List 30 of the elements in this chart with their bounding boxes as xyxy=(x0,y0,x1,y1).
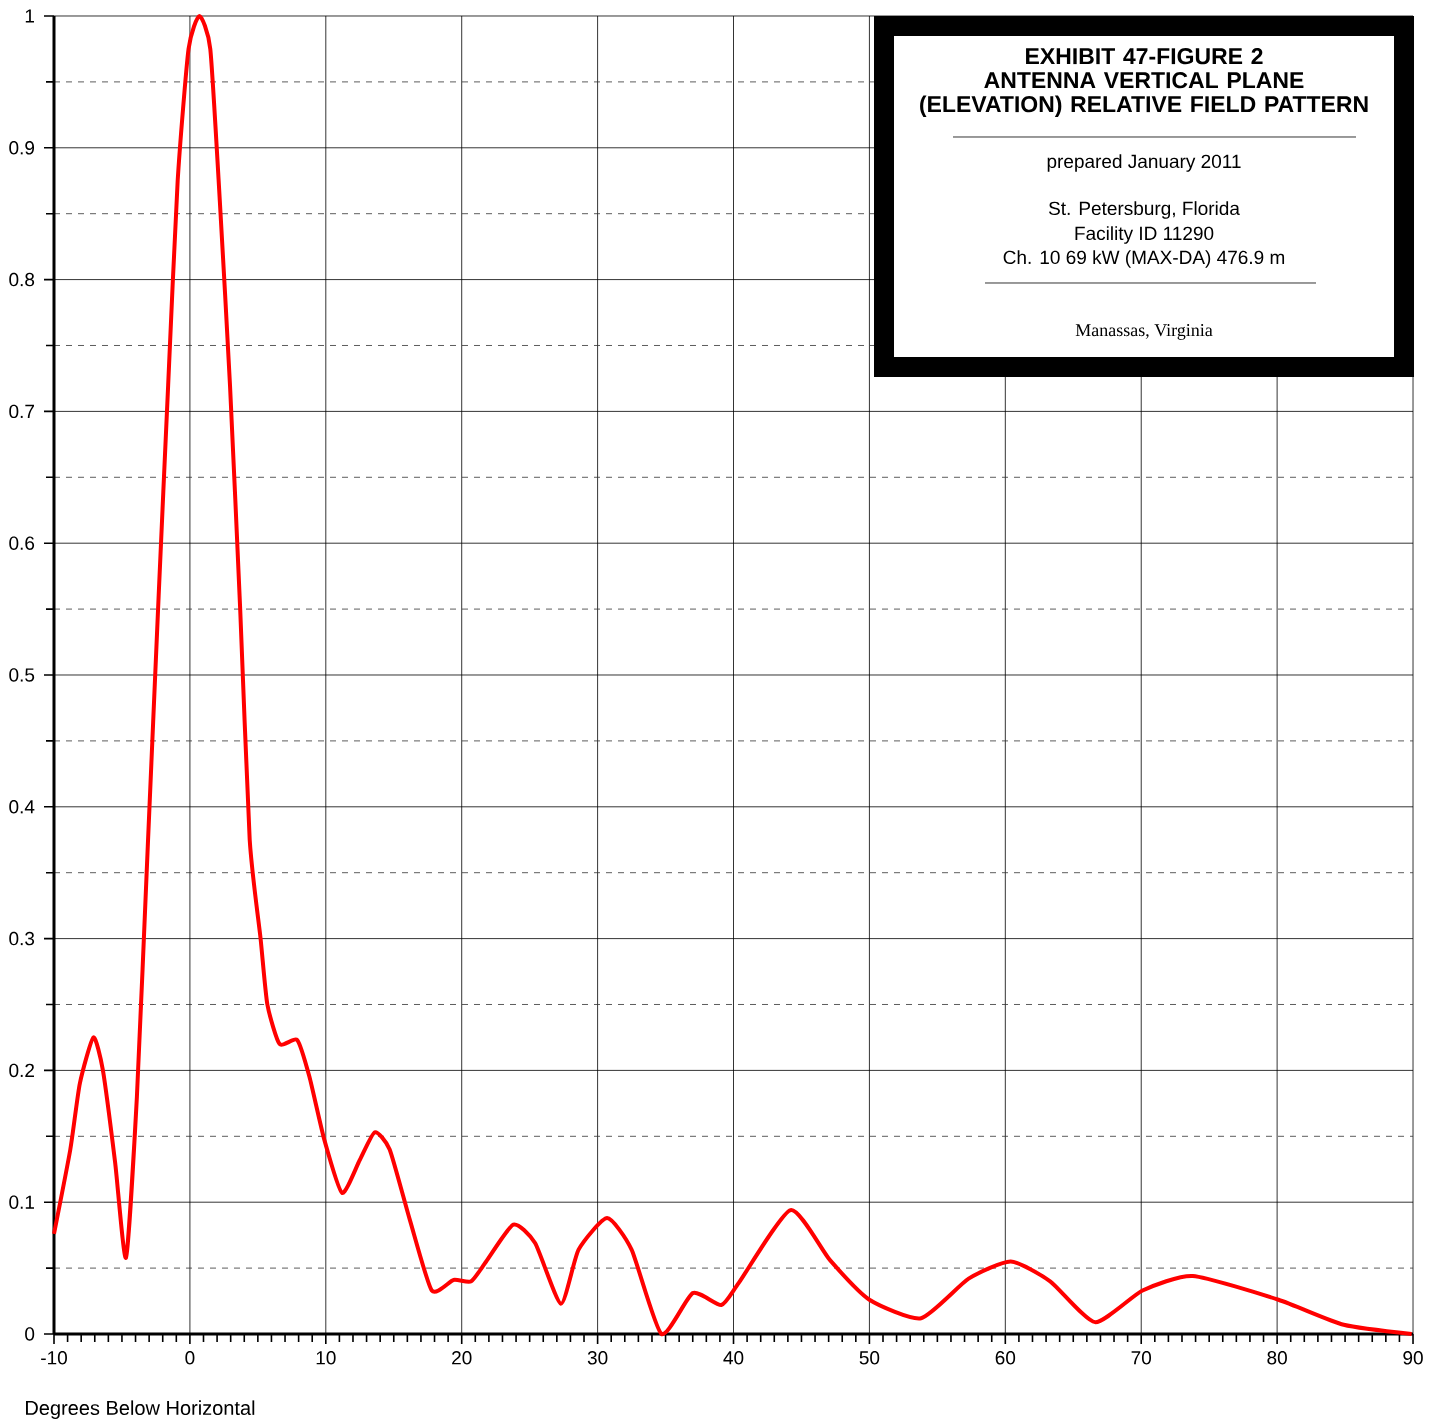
annotation: Ch. 10 69 kW (MAX-DA) 476.9 m xyxy=(1003,250,1285,268)
x-tick-label: -10 xyxy=(41,1351,67,1365)
annotation: Manassas, Virginia xyxy=(1075,324,1213,340)
x-tick-label: 30 xyxy=(587,1351,608,1365)
x-tick-label: 40 xyxy=(723,1351,744,1365)
annotation: Facility ID 11290 xyxy=(1075,226,1214,244)
x-tick-label: 80 xyxy=(1267,1351,1287,1365)
y-tick-label: 0.2 xyxy=(9,1063,34,1078)
annotation: St. Petersburg, Florida xyxy=(1048,201,1240,219)
y-tick-label: 0.3 xyxy=(9,931,35,946)
y-tick-label: 0.9 xyxy=(9,141,35,155)
annotation: prepared January 2011 xyxy=(1047,154,1241,172)
text: EXHIBIT 47-FIGURE 2 xyxy=(1026,48,1263,65)
y-tick-label: 0.8 xyxy=(9,272,35,287)
y-tick-label: 0.4 xyxy=(9,800,35,814)
x-tick-label: 90 xyxy=(1403,1351,1423,1365)
y-tick-label: 0.1 xyxy=(9,1195,34,1209)
y-tick-label: 0.7 xyxy=(9,404,34,419)
x-tick-label: 70 xyxy=(1131,1351,1152,1365)
x-tick-label: 0 xyxy=(185,1351,195,1365)
y-tick-label: 1 xyxy=(25,9,34,23)
x-tick-label: 60 xyxy=(995,1351,1016,1365)
x-tick-label: 20 xyxy=(452,1351,472,1365)
text: ANTENNA VERTICAL PLANE (ELEVATION) RELATIVE FIELD PATTERN xyxy=(920,72,1368,117)
x-axis-title: Degrees Below Horizontal xyxy=(26,1400,255,1420)
x-tick-label: 10 xyxy=(316,1351,336,1365)
y-tick-label: 0 xyxy=(25,1327,35,1341)
y-tick-label: 0.6 xyxy=(9,536,35,550)
x-tick-label: 50 xyxy=(859,1351,880,1365)
y-tick-label: 0.5 xyxy=(9,668,35,682)
